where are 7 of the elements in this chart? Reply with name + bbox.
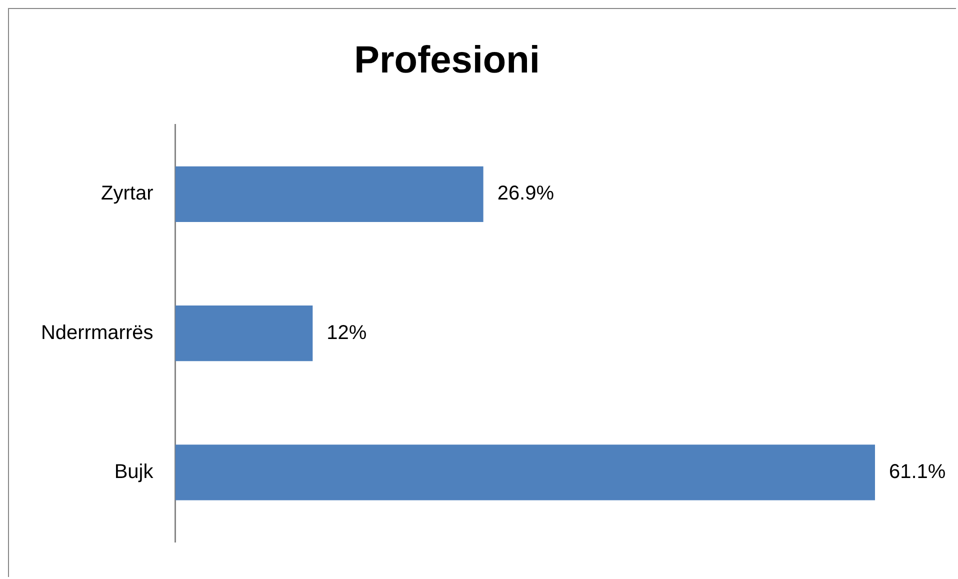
- y-tick-label: Bujk: [114, 460, 154, 483]
- y-tick-label: Nderrmarrës: [40, 322, 154, 344]
- data-label: 61.1%: [889, 460, 946, 483]
- data-label: 12%: [326, 322, 367, 344]
- chart-title: Profesioni: [354, 39, 540, 82]
- y-tick-label: Zyrtar: [101, 182, 154, 205]
- data-label: 26.9%: [497, 182, 554, 205]
